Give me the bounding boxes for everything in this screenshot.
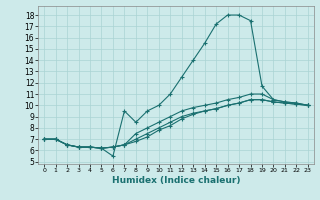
X-axis label: Humidex (Indice chaleur): Humidex (Indice chaleur): [112, 176, 240, 185]
